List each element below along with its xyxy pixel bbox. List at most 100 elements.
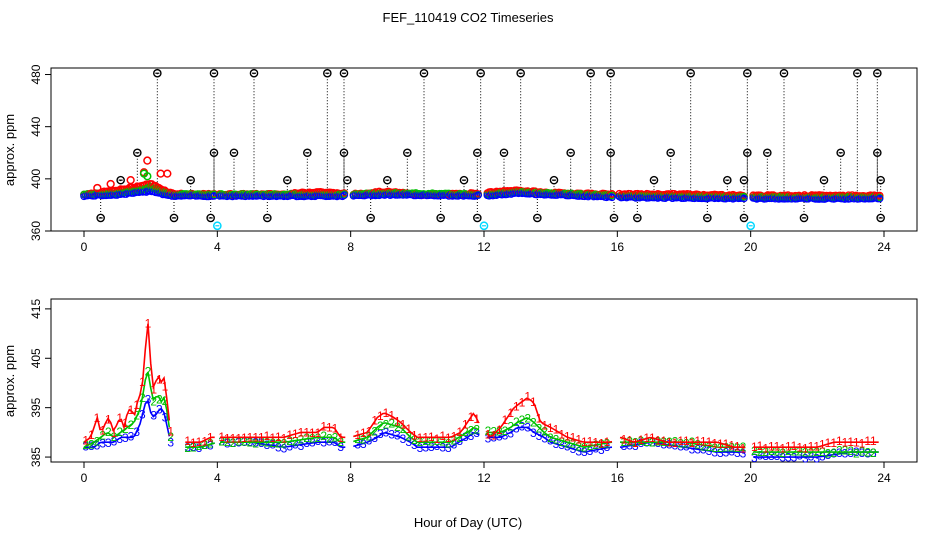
series-1-marker: 1 xyxy=(88,428,95,442)
series-2-marker: 2 xyxy=(802,446,809,460)
series-3-marker: 3 xyxy=(530,426,537,440)
y-tick-label: 405 xyxy=(29,348,43,368)
black-outlier-point xyxy=(209,148,219,158)
series-1-marker: 1 xyxy=(292,427,299,441)
x-tick-label: 24 xyxy=(877,240,891,254)
series-2-marker: 2 xyxy=(269,436,276,450)
series-1-marker: 1 xyxy=(354,428,361,442)
black-outlier-point xyxy=(586,68,595,78)
series-1-marker: 1 xyxy=(796,440,803,454)
series-3-marker: 3 xyxy=(116,432,123,446)
series-2-marker: 2 xyxy=(388,416,395,430)
series-1-marker: 1 xyxy=(859,437,866,451)
series-1-marker: 1 xyxy=(836,434,843,448)
y-tick-label: 395 xyxy=(29,397,43,417)
series-3-marker: 3 xyxy=(264,438,271,452)
series-1-marker: 1 xyxy=(156,372,163,386)
series-1-marker: 1 xyxy=(689,436,696,450)
x-tick-label: 20 xyxy=(744,471,758,485)
series-3-marker: 3 xyxy=(700,443,707,457)
series-3-marker: 3 xyxy=(666,437,673,451)
series-3-marker: 3 xyxy=(785,450,792,464)
series-2-marker: 2 xyxy=(434,434,441,448)
series-3-marker: 3 xyxy=(145,393,152,407)
black-outlier-point xyxy=(343,175,352,185)
series-1-marker: 1 xyxy=(774,440,781,454)
series-2-marker: 2 xyxy=(592,438,599,452)
series-1-marker: 1 xyxy=(757,439,764,453)
series-2-marker: 2 xyxy=(105,425,112,439)
series-3-marker: 3 xyxy=(258,436,265,450)
black-outlier-point xyxy=(533,213,542,223)
black-outlier-point xyxy=(153,68,162,78)
black-outlier-point xyxy=(633,213,642,223)
series-2-marker: 2 xyxy=(456,431,463,445)
series-3-marker: 3 xyxy=(394,429,401,443)
series-1-marker: 1 xyxy=(700,434,707,448)
series-1-marker: 1 xyxy=(768,439,775,453)
series-1-marker: 1 xyxy=(536,412,543,426)
series-3-marker: 3 xyxy=(547,434,554,448)
y-tick-label: 400 xyxy=(29,169,43,189)
series-2-marker: 2 xyxy=(303,431,310,445)
series-2-marker: 2 xyxy=(252,436,259,450)
series-3-marker: 3 xyxy=(592,442,599,456)
series-3-marker: 3 xyxy=(281,441,288,455)
black-outlier-point xyxy=(186,175,195,185)
series-3-marker: 3 xyxy=(286,440,293,454)
series-3-marker: 3 xyxy=(434,439,441,453)
series-1-marker: 1 xyxy=(162,380,169,394)
black-outlier-point xyxy=(609,213,619,223)
series-2-marker: 2 xyxy=(870,446,877,460)
series-2-marker: 2 xyxy=(377,419,384,433)
red-point xyxy=(143,156,152,165)
series-1-marker: 1 xyxy=(451,429,458,443)
series-3-marker: 3 xyxy=(791,451,798,465)
series-1-marker: 1 xyxy=(558,428,565,442)
series-1-marker: 1 xyxy=(853,435,860,449)
series-3-marker: 3 xyxy=(332,435,339,449)
series-1-line xyxy=(83,323,879,448)
series-1-marker: 1 xyxy=(224,432,231,446)
series-1-marker: 1 xyxy=(496,423,503,437)
black-outlier-point xyxy=(323,68,332,78)
series-3-marker: 3 xyxy=(836,446,843,460)
series-3-marker: 3 xyxy=(462,430,469,444)
series-1-marker: 1 xyxy=(468,410,475,424)
series-1-marker: 1 xyxy=(473,412,480,426)
black-outlier-point xyxy=(703,213,712,223)
series-3-marker: 3 xyxy=(315,434,322,448)
series-3-marker: 3 xyxy=(570,442,577,456)
series-2-marker: 2 xyxy=(853,446,860,460)
series-2-marker: 2 xyxy=(530,416,537,430)
cyan-point xyxy=(746,221,756,231)
series-1-marker: 1 xyxy=(320,420,327,434)
x-tick-label: 16 xyxy=(611,471,625,485)
series-2-marker: 2 xyxy=(762,445,769,459)
series-3-marker: 3 xyxy=(819,450,826,464)
series-3-marker: 3 xyxy=(536,429,543,443)
black-outlier-point xyxy=(249,68,259,78)
series-2-marker: 2 xyxy=(275,436,282,450)
black-outlier-point xyxy=(799,213,809,223)
series-1-marker: 1 xyxy=(405,422,412,436)
series-3-marker: 3 xyxy=(870,446,877,460)
series-2-marker: 2 xyxy=(332,431,339,445)
series-1-marker: 1 xyxy=(842,435,849,449)
series-1-marker: 1 xyxy=(734,439,741,453)
top-y-axis-label: approx. ppm xyxy=(2,114,17,186)
series-2-marker: 2 xyxy=(785,444,792,458)
series-3-marker: 3 xyxy=(553,437,560,451)
bottom-y-axis-label: approx. ppm xyxy=(2,345,17,417)
series-1-marker: 1 xyxy=(847,435,854,449)
series-1-marker: 1 xyxy=(394,414,401,428)
y-tick-label: 415 xyxy=(29,299,43,319)
series-1-marker: 1 xyxy=(196,435,203,449)
y-tick-label: 385 xyxy=(29,447,43,467)
x-tick-label: 24 xyxy=(877,471,891,485)
series-2-marker: 2 xyxy=(196,439,203,453)
series-3-marker: 3 xyxy=(808,449,815,463)
series-2-marker: 2 xyxy=(564,436,571,450)
series-2-marker: 2 xyxy=(473,422,480,436)
series-1-marker: 1 xyxy=(235,432,242,446)
